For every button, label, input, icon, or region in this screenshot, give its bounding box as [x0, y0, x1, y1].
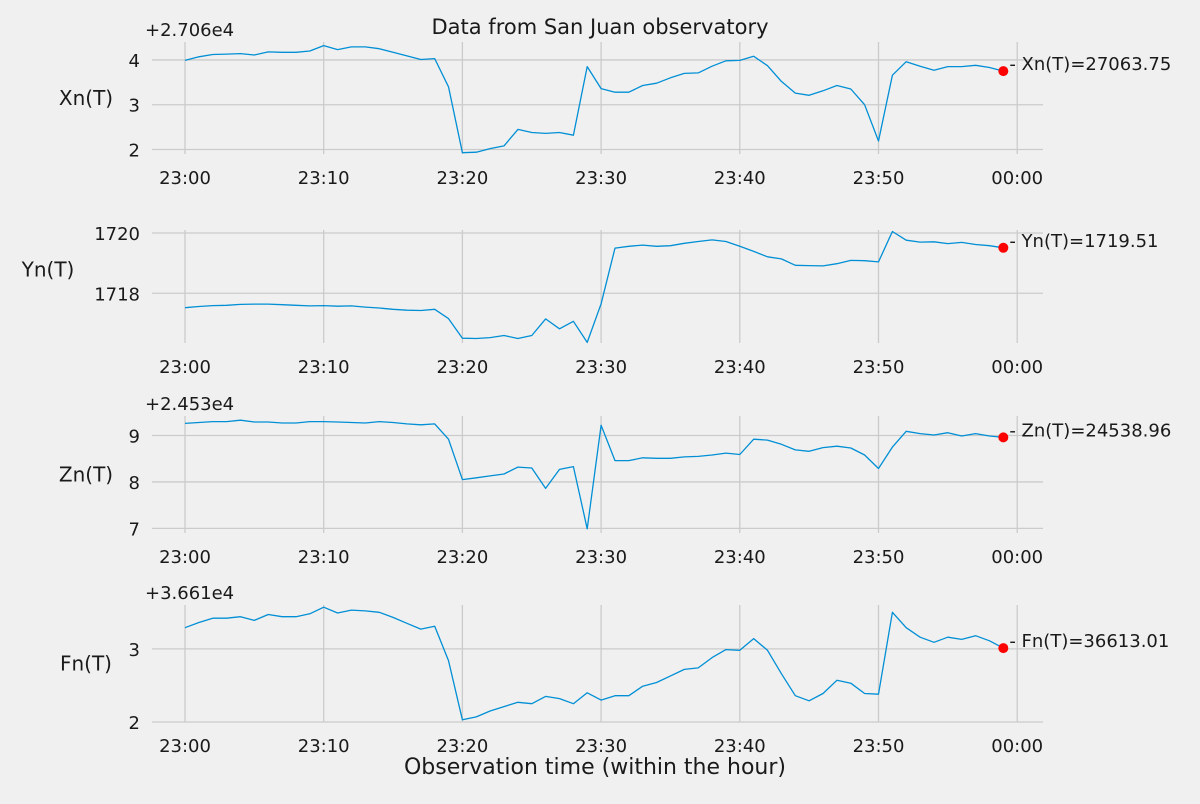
x-tick-label: 23:50: [853, 357, 905, 378]
x-tick-label: 23:00: [159, 168, 211, 189]
x-tick-label: 23:40: [714, 736, 766, 757]
x-tick-label: 23:30: [575, 357, 627, 378]
x-tick-label: 23:30: [575, 547, 627, 568]
subplot-znt: 23:00 23:10 23:20 23:30 23:40 23:50 00:00 7 8 9+2…: [59, 394, 1171, 568]
y-tick-label: 4: [129, 51, 140, 72]
endpoint-label: - Fn(T)=36613.01: [1009, 631, 1169, 652]
y-tick-label: 2: [129, 141, 140, 162]
x-axis-label: Observation time (within the hour): [404, 755, 786, 780]
x-tick-label: 23:50: [853, 168, 905, 189]
y-axis-label: Yn(T): [21, 258, 75, 282]
endpoint-marker: [998, 432, 1009, 443]
y-tick-label: 2: [129, 713, 140, 734]
series-line: [184, 230, 1004, 344]
endpoint-label: - Xn(T)=27063.75: [1009, 54, 1171, 75]
x-tick-label: 23:00: [159, 736, 211, 757]
x-tick-label: 23:20: [436, 736, 488, 757]
x-tick-label: 23:30: [575, 736, 627, 757]
x-tick-label: 23:10: [298, 357, 350, 378]
endpoint-marker: [998, 66, 1009, 77]
y-offset-label: +2.453e4: [145, 394, 234, 415]
x-tick-label: 23:50: [853, 547, 905, 568]
series-line: [184, 606, 1004, 721]
x-tick-label: 00:00: [991, 168, 1043, 189]
x-tick-label: 23:20: [436, 547, 488, 568]
y-tick-label: 7: [129, 519, 140, 540]
x-tick-label: 23:30: [575, 168, 627, 189]
x-tick-label: 23:20: [436, 168, 488, 189]
y-tick-label: 1718: [94, 284, 140, 305]
endpoint-label: - Zn(T)=24538.96: [1009, 420, 1171, 441]
x-tick-label: 23:20: [436, 357, 488, 378]
x-tick-label: 23:40: [714, 168, 766, 189]
x-tick-label: 23:50: [853, 736, 905, 757]
y-tick-label: 3: [129, 96, 140, 117]
x-tick-label: 23:40: [714, 357, 766, 378]
y-tick-label: 3: [129, 640, 140, 661]
series-line: [184, 419, 1004, 530]
x-tick-label: 23:00: [159, 547, 211, 568]
x-tick-label: 23:10: [298, 168, 350, 189]
x-tick-label: 23:10: [298, 736, 350, 757]
y-offset-label: +2.706e4: [145, 20, 234, 41]
y-tick-label: 1720: [94, 224, 140, 245]
endpoint-label: - Yn(T)=1719.51: [1009, 231, 1158, 252]
subplot-xnt: 23:00 23:10 23:20 23:30 23:40 23:50 00:00 2 3 4+2…: [59, 20, 1171, 189]
x-tick-label: 00:00: [991, 357, 1043, 378]
y-tick-label: 8: [129, 473, 140, 494]
y-axis-label: Fn(T): [60, 652, 112, 676]
x-tick-label: 23:40: [714, 547, 766, 568]
y-axis-label: Xn(T): [59, 86, 113, 110]
y-tick-label: 9: [129, 427, 140, 448]
y-offset-label: +3.661e4: [145, 583, 234, 604]
figure-title: Data from San Juan observatory: [431, 15, 768, 39]
y-axis-label: Zn(T): [59, 463, 113, 487]
endpoint-marker: [998, 643, 1009, 654]
x-tick-label: 23:10: [298, 547, 350, 568]
endpoint-marker: [998, 242, 1009, 253]
subplot-fnt: 23:00 23:10 23:20 23:30 23:40 23:50 00:00 2 3 +3.…: [60, 583, 1169, 757]
subplots: 23:00 23:10 23:20 23:30 23:40 23:50 00:00234+2…: [21, 20, 1172, 757]
x-tick-label: 00:00: [991, 736, 1043, 757]
x-tick-label: 23:00: [159, 357, 211, 378]
series-line: [184, 44, 1004, 154]
subplot-ynt: 23:00 23:10 23:20 23:30 23:40 23:50 00:00 1718 1…: [21, 224, 1159, 378]
x-tick-label: 00:00: [991, 547, 1043, 568]
